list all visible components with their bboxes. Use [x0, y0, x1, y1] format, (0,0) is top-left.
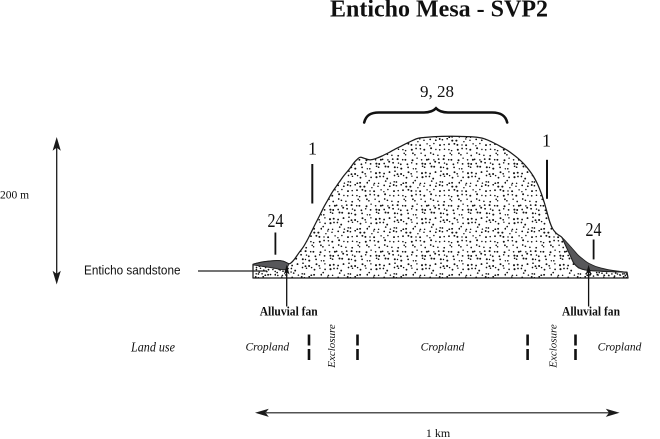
svg-text:Land use: Land use	[130, 341, 175, 356]
svg-text:Cropland: Cropland	[245, 342, 289, 354]
svg-text:Exclosure: Exclosure	[548, 324, 560, 369]
svg-text:24: 24	[268, 210, 284, 232]
svg-text:9, 28: 9, 28	[420, 82, 454, 101]
svg-text:Alluvial fan: Alluvial fan	[562, 305, 620, 319]
svg-text:200 m: 200 m	[0, 190, 29, 202]
svg-text:1 km: 1 km	[426, 426, 451, 439]
svg-text:Exclosure: Exclosure	[326, 324, 338, 369]
svg-text:1: 1	[308, 139, 317, 159]
svg-text:24: 24	[586, 219, 602, 241]
svg-text:1: 1	[542, 131, 551, 151]
svg-text:Alluvial fan: Alluvial fan	[260, 305, 318, 319]
svg-text:Enticho sandstone: Enticho sandstone	[84, 263, 181, 278]
svg-text:Enticho Mesa - SVP2: Enticho Mesa - SVP2	[330, 0, 548, 23]
svg-text:Cropland: Cropland	[421, 342, 465, 354]
svg-text:Cropland: Cropland	[598, 342, 642, 354]
